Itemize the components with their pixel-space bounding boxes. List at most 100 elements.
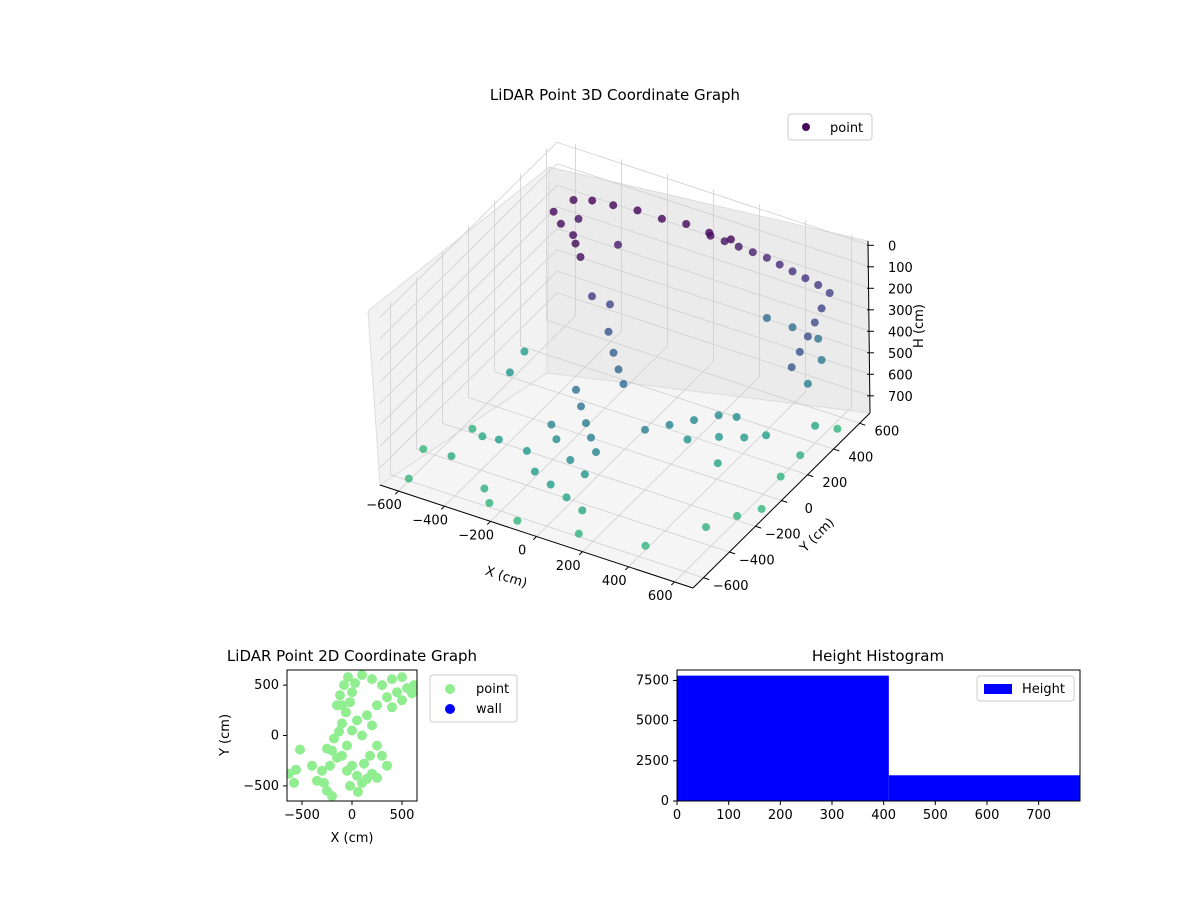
data-point-2d xyxy=(397,695,407,706)
y-tick-label: 0 xyxy=(805,502,813,517)
data-point-3d xyxy=(513,516,522,525)
data-point-3d xyxy=(614,240,622,249)
histogram-x-tick-label: 700 xyxy=(1026,808,1051,823)
data-point-2d xyxy=(352,715,362,726)
data-point-2d xyxy=(382,692,392,703)
grid-line-y-floor xyxy=(442,422,756,527)
data-point-3d xyxy=(404,474,413,483)
data-point-3d xyxy=(592,448,600,457)
data-point-3d xyxy=(419,445,428,454)
data-point-3d xyxy=(641,425,649,434)
data-point-2d xyxy=(337,700,347,711)
data-point-2d xyxy=(347,687,357,698)
data-point-2d xyxy=(295,744,305,755)
data-point-3d xyxy=(801,274,810,283)
chart-2d-x-tick-label: −500 xyxy=(284,808,320,823)
data-point-3d xyxy=(468,424,477,433)
data-point-2d xyxy=(359,758,369,769)
data-point-2d xyxy=(397,672,407,683)
legend-2d-marker-wall xyxy=(445,704,455,714)
data-point-2d xyxy=(350,678,360,689)
data-point-2d xyxy=(357,730,367,741)
ticks-3d: −600−400−2000200400600−600−400−200020040… xyxy=(366,239,913,604)
data-point-2d xyxy=(407,688,417,699)
data-point-2d xyxy=(372,700,382,711)
data-point-3d xyxy=(733,511,742,520)
legend-3d: point xyxy=(787,113,873,141)
data-point-3d xyxy=(776,472,785,481)
legend-histogram-marker xyxy=(984,684,1012,694)
data-point-2d xyxy=(367,720,377,731)
data-point-3d xyxy=(657,214,666,223)
data-point-3d xyxy=(587,433,595,442)
data-point-3d xyxy=(569,231,578,240)
data-point-2d xyxy=(325,760,335,771)
data-point-2d xyxy=(353,786,363,797)
data-point-3d xyxy=(547,420,556,429)
data-point-3d xyxy=(762,253,771,262)
data-point-2d xyxy=(307,760,317,771)
x-tick-mark xyxy=(670,581,675,586)
legend-3d-marker-point xyxy=(802,123,810,131)
grid-line-y-floor xyxy=(390,474,704,579)
data-point-3d xyxy=(633,206,642,215)
data-point-2d xyxy=(347,725,357,736)
legend-histogram-label: Height xyxy=(1022,682,1065,697)
grid-line-z xyxy=(379,292,871,469)
y-tick-mark xyxy=(833,448,840,452)
data-point-3d xyxy=(566,456,575,464)
x-tick-label: −200 xyxy=(458,529,494,544)
data-point-3d xyxy=(811,421,820,430)
data-point-3d xyxy=(762,431,771,440)
histogram-bars xyxy=(677,675,1080,801)
data-point-3d xyxy=(814,281,823,289)
data-point-3d xyxy=(720,237,729,246)
data-point-3d xyxy=(732,413,741,421)
z-axis-line xyxy=(867,240,871,414)
grid-line-y-floor xyxy=(520,345,834,450)
x-tick-mark xyxy=(578,551,583,556)
chart-2d-y-tick-label: 500 xyxy=(254,678,279,693)
data-point-2d xyxy=(387,674,397,685)
x-tick-label: 0 xyxy=(518,544,526,559)
data-point-2d xyxy=(335,690,345,701)
histogram-x-tick-label: 200 xyxy=(768,808,793,823)
data-point-2d xyxy=(339,680,349,691)
data-point-3d xyxy=(494,435,503,444)
data-point-3d xyxy=(715,432,723,441)
chart-3d-title: LiDAR Point 3D Coordinate Graph xyxy=(490,86,740,104)
chart-2d-y-tick-label: 0 xyxy=(271,729,279,744)
legend-histogram: Height xyxy=(976,675,1075,702)
data-point-3d xyxy=(683,435,692,444)
chart-2d-y-label: Y (cm) xyxy=(218,714,233,757)
data-point-3d xyxy=(485,499,494,507)
data-point-3d xyxy=(796,451,805,460)
data-point-3d xyxy=(574,214,583,223)
data-point-3d xyxy=(714,411,723,420)
data-point-2d xyxy=(319,777,329,788)
legend-2d: point wall xyxy=(429,674,518,723)
chart-2d-x-label: X (cm) xyxy=(331,831,374,846)
data-point-3d xyxy=(447,452,456,461)
grid-line-z xyxy=(379,270,871,447)
data-point-3d xyxy=(582,419,590,428)
data-point-3d xyxy=(757,504,766,513)
data-point-3d xyxy=(810,318,819,327)
grid-line-z xyxy=(379,227,871,404)
data-point-3d xyxy=(803,332,812,341)
data-point-3d xyxy=(574,529,583,538)
z-tick-label: 600 xyxy=(888,368,913,383)
chart-2d-title: LiDAR Point 2D Coordinate Graph xyxy=(227,647,477,665)
data-point-3d xyxy=(734,242,743,251)
z-tick-label: 200 xyxy=(888,282,913,297)
y-tick-label: −600 xyxy=(713,579,749,594)
y-tick-label: −200 xyxy=(765,528,801,543)
y-tick-mark xyxy=(807,474,814,478)
y-tick-mark xyxy=(729,551,736,555)
chart-histogram: Height Histogram 0 100 200 300 400 500 600 7000… xyxy=(636,647,1081,823)
data-point-3d xyxy=(614,365,623,374)
grid-line-z xyxy=(379,206,871,383)
plot-frame-histogram xyxy=(676,669,1081,802)
x-tick-label: −600 xyxy=(366,498,402,513)
chart-2d-x-tick-label: 500 xyxy=(390,808,415,823)
